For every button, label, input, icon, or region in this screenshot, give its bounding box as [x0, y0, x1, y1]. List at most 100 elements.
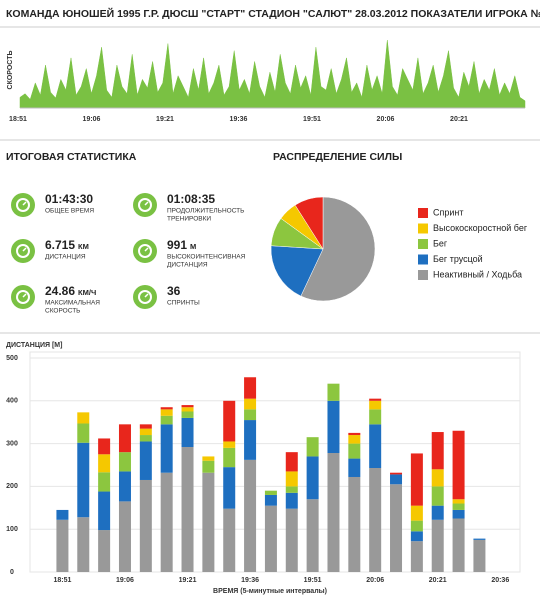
bar-segment [160, 409, 173, 416]
bar-segment [118, 471, 131, 502]
bar-segment [181, 405, 194, 408]
legend-swatch [418, 223, 428, 234]
bar-segment [306, 437, 319, 457]
bar-segment [431, 519, 444, 572]
legend-swatch [418, 254, 428, 265]
bar-segment [181, 407, 194, 412]
bar-segment [202, 456, 215, 461]
bar-segment [390, 472, 403, 475]
legend-swatch [418, 270, 428, 280]
x-tick-label: 19:51 [303, 116, 321, 123]
bar-segment [264, 490, 277, 495]
bar-segment [77, 517, 90, 572]
y-tick-label: 200 [6, 483, 18, 490]
icon-glyph [138, 198, 152, 212]
bar-segment [327, 453, 340, 572]
bar-segment [410, 541, 423, 572]
stat-value: 36 [167, 284, 181, 298]
x-tick-label: 19:06 [116, 577, 134, 584]
icon-glyph [22, 201, 27, 206]
bar-segment [244, 420, 257, 460]
x-tick-label: 18:51 [53, 577, 71, 584]
x-tick-label: 19:36 [241, 577, 259, 584]
bar-segment [452, 509, 465, 519]
pie-slice [294, 196, 324, 250]
bar-segment [98, 491, 111, 531]
speed-axis-label: СКОРОСТЬ [7, 51, 14, 90]
bar-segment [244, 398, 257, 410]
x-tick-label: 20:36 [491, 577, 509, 584]
bar-segment [244, 377, 257, 399]
bar-segment [390, 474, 403, 485]
bar-segment [264, 505, 277, 572]
bar-segment [452, 430, 465, 500]
legend-label: Высокоскоростной бег [433, 223, 528, 233]
bar-segment [285, 492, 298, 509]
stat-value: 24.86 [45, 284, 75, 298]
bar-x-title: ВРЕМЯ (5-минутные интервалы) [213, 588, 327, 595]
icon-glyph [144, 247, 149, 252]
bar-segment [473, 538, 486, 540]
legend-label: Бег [433, 238, 448, 248]
icon-glyph [138, 244, 152, 258]
stat-unit: КМ [78, 242, 89, 251]
bar-segment [139, 424, 152, 429]
stat-label: ОБЩЕЕ ВРЕМЯ [45, 208, 94, 215]
bar-segment [390, 484, 403, 572]
bar-segment [369, 467, 382, 572]
bar-segment [118, 501, 131, 572]
bar-segment [431, 432, 444, 470]
bar-segment [369, 409, 382, 425]
bar-segment [431, 469, 444, 487]
bar-segment [264, 494, 277, 506]
stat-label: ВЫСОКОИНТЕНСИВНАЯ [167, 254, 246, 261]
bar-segment [98, 438, 111, 455]
bar-segment [223, 447, 236, 468]
x-tick-label: 18:51 [9, 116, 27, 123]
stat-unit: КМ/Ч [78, 288, 96, 297]
bar-segment [431, 486, 444, 506]
bar-segment [285, 471, 298, 487]
stat-label: СКОРОСТЬ [45, 308, 80, 315]
bar-segment [410, 531, 423, 542]
bar-segment [139, 441, 152, 480]
bar-segment [327, 400, 340, 454]
bar-segment [223, 441, 236, 448]
stat-value: 01:08:35 [167, 192, 215, 206]
bar-segment [244, 409, 257, 421]
icon-glyph [16, 244, 30, 258]
bar-segment [369, 398, 382, 401]
y-tick-label: 400 [6, 398, 18, 405]
pie-slice [270, 245, 324, 297]
bar-segment [410, 505, 423, 521]
stats-title: ИТОГОВАЯ СТАТИСТИКА [6, 151, 137, 163]
bar-segment [98, 530, 111, 572]
bar-segment [306, 499, 319, 572]
legend-label: Неактивный / Ходьба [433, 269, 522, 279]
bar-segment [452, 503, 465, 510]
x-tick-label: 19:21 [156, 116, 174, 123]
stat-value: 01:43:30 [45, 192, 93, 206]
bar-segment [348, 435, 361, 444]
bar-segment [160, 407, 173, 410]
stat-label: ТРЕНИРОВКИ [167, 216, 211, 223]
x-tick-label: 19:21 [179, 577, 197, 584]
icon-glyph [22, 247, 27, 252]
speed-area [19, 39, 526, 109]
bar-segment [327, 383, 340, 401]
x-tick-label: 19:36 [230, 116, 248, 123]
bar-segment [452, 499, 465, 504]
bar-segment [160, 472, 173, 572]
bar-segment [118, 452, 131, 472]
bar-segment [244, 459, 257, 572]
bar-segment [369, 400, 382, 410]
bar-segment [160, 415, 173, 425]
bar-segment [139, 435, 152, 442]
pie-title: РАСПРЕДЕЛЕНИЕ СИЛЫ [273, 151, 402, 163]
bar-segment [369, 424, 382, 468]
bar-segment [77, 442, 90, 518]
bar-segment [348, 458, 361, 477]
bar-segment [223, 400, 236, 442]
pie-slice [300, 196, 376, 302]
legend-label: Бег трусцой [433, 254, 483, 264]
